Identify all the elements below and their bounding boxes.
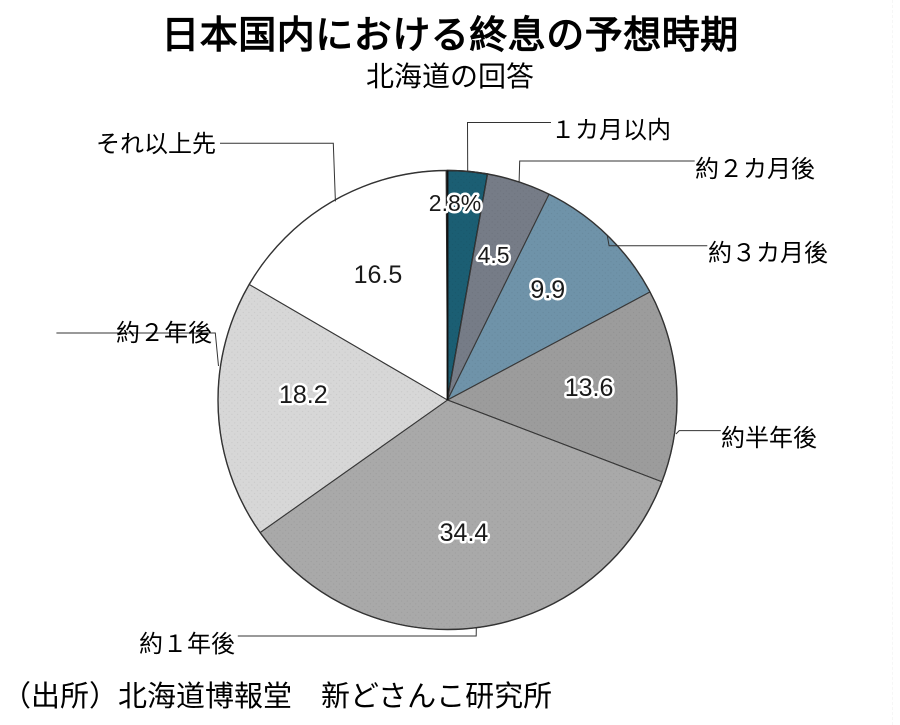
svg-text:13.6: 13.6 <box>565 374 614 402</box>
svg-text:18.2: 18.2 <box>279 381 328 409</box>
svg-text:2.8%: 2.8% <box>429 190 481 216</box>
svg-text:16.5: 16.5 <box>354 261 403 289</box>
svg-text:9.9: 9.9 <box>530 276 565 304</box>
svg-text:4.5: 4.5 <box>478 242 510 268</box>
svg-text:34.4: 34.4 <box>440 519 489 547</box>
